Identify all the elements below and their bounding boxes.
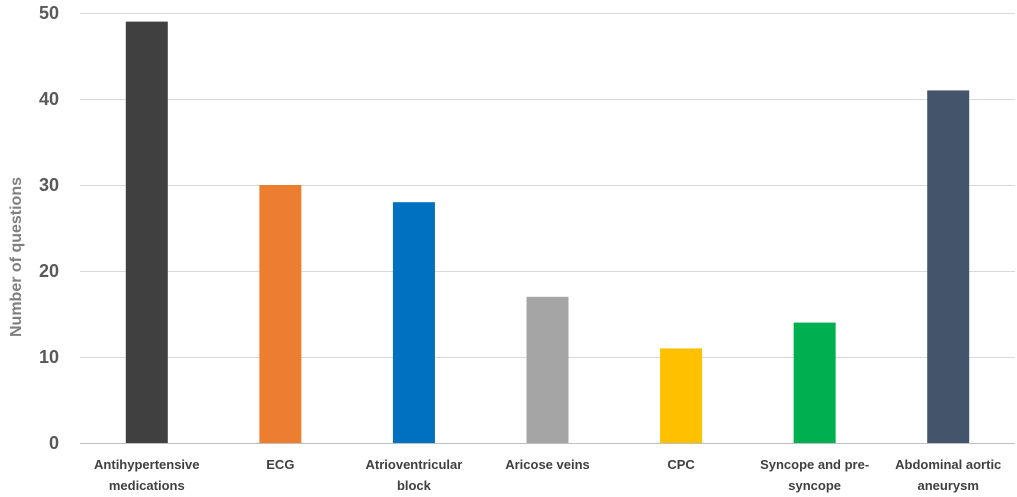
x-tick-label: ECG — [266, 457, 294, 472]
bar — [793, 322, 836, 443]
y-tick-label: 0 — [49, 433, 59, 453]
x-tick-label-line: Abdominal aortic — [895, 457, 1001, 472]
y-tick-label: 10 — [39, 347, 59, 367]
bar — [125, 21, 168, 443]
x-tick-label: Abdominal aortic aneurysm — [895, 457, 1001, 493]
y-axis-ticks: 0 10 20 30 40 50 — [39, 3, 59, 453]
x-tick-label-line: Atrioventricular — [366, 457, 463, 472]
y-axis-title: Number of questions — [8, 177, 25, 337]
bar — [660, 348, 703, 443]
y-tick-label: 40 — [39, 89, 59, 109]
x-tick-label: Antihypertensive medications — [94, 457, 199, 493]
x-tick-label-line: aneurysm — [918, 478, 979, 493]
bar — [392, 202, 435, 443]
x-tick-label: Atrioventricular block — [366, 457, 463, 493]
y-tick-label: 50 — [39, 3, 59, 23]
x-tick-label-line: block — [397, 478, 432, 493]
bar — [259, 185, 302, 443]
bar — [927, 90, 970, 444]
x-tick-label-line: syncope — [788, 478, 841, 493]
bars — [125, 21, 970, 444]
x-tick-label: Syncope and pre-syncope — [760, 457, 869, 493]
x-tick-label-line: CPC — [667, 457, 695, 472]
x-tick-label-line: Syncope and pre- — [760, 457, 869, 472]
x-tick-label: Aricose veins — [505, 457, 590, 472]
gridlines — [80, 13, 1015, 444]
x-tick-label: CPC — [667, 457, 695, 472]
x-tick-label-line: Antihypertensive — [94, 457, 199, 472]
x-tick-label-line: Aricose veins — [505, 457, 590, 472]
y-tick-label: 20 — [39, 261, 59, 281]
y-tick-label: 30 — [39, 175, 59, 195]
bar — [526, 296, 569, 443]
x-tick-label-line: medications — [109, 478, 185, 493]
x-tick-label-line: ECG — [266, 457, 294, 472]
x-axis-ticks: Antihypertensive medications ECG Atrioventr… — [94, 457, 1001, 493]
